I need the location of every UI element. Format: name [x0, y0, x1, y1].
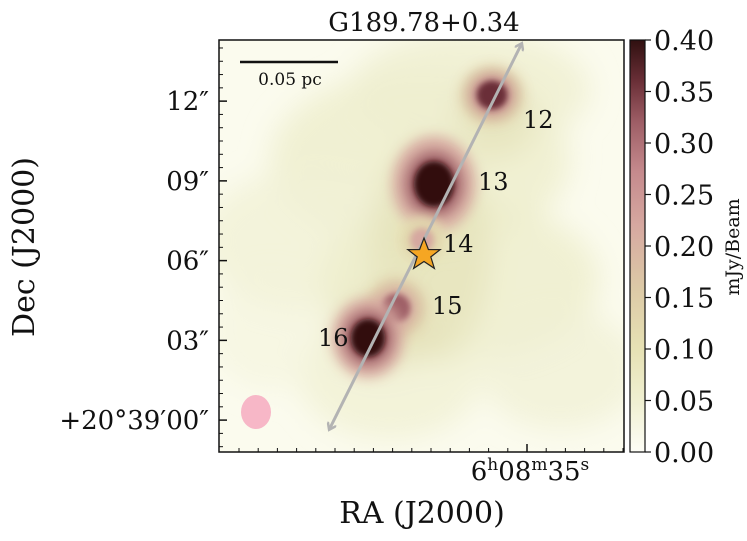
colorbar-tick-label: 0.35: [654, 78, 714, 109]
y-tick-label: 12″: [166, 87, 209, 117]
x-tick-label: 6h08m35s: [471, 455, 590, 487]
y-tick-label: 03″: [166, 326, 209, 356]
source-label-12: 12: [523, 106, 554, 134]
x-axis-label: RA (J2000): [339, 496, 505, 531]
colorbar-tick-label: 0.25: [654, 181, 714, 212]
colorbar: [629, 39, 646, 453]
plot-frame: [218, 39, 625, 453]
y-tick-label: 09″: [166, 167, 209, 197]
arrow-line: [330, 45, 521, 428]
star-icon: [406, 236, 442, 270]
source-label-14: 14: [443, 230, 474, 258]
y-axis-tick-labels: +20°39′00″ 03″ 06″ 09″ 12″: [59, 87, 209, 436]
beam-ellipse: [241, 395, 271, 429]
source-labels: 12 13 14 15 16: [318, 106, 554, 352]
source-label-13: 13: [478, 168, 509, 196]
colorbar-label: mJy/Beam: [722, 198, 744, 295]
colorbar-tick-label: 0.00: [654, 438, 714, 469]
emission-map: [219, 40, 624, 452]
source-label-16: 16: [318, 324, 349, 352]
y-axis-label: Dec (J2000): [7, 157, 42, 337]
colorbar-tick-label: 0.05: [654, 387, 714, 418]
y-axis-ticks: [219, 47, 227, 448]
source-label-15: 15: [432, 292, 463, 320]
colorbar-tick-label: 0.40: [654, 26, 714, 57]
chart-title: G189.78+0.34: [328, 8, 519, 38]
scale-bar-label: 0.05 pc: [258, 70, 322, 90]
x-axis-ticks: [238, 444, 624, 452]
y-tick-label: +20°39′00″: [59, 406, 209, 436]
colorbar-tick-label: 0.15: [654, 284, 714, 315]
colorbar-tick-label: 0.10: [654, 335, 714, 366]
y-tick-label: 06″: [166, 247, 209, 277]
colorbar-tick-label: 0.20: [654, 232, 714, 263]
core-12: [460, 65, 524, 125]
colorbar-ticks: 0.00 0.05 0.10 0.15 0.20 0.25 0.30 0.35 0.40: [645, 26, 714, 469]
colorbar-tick-label: 0.30: [654, 129, 714, 160]
